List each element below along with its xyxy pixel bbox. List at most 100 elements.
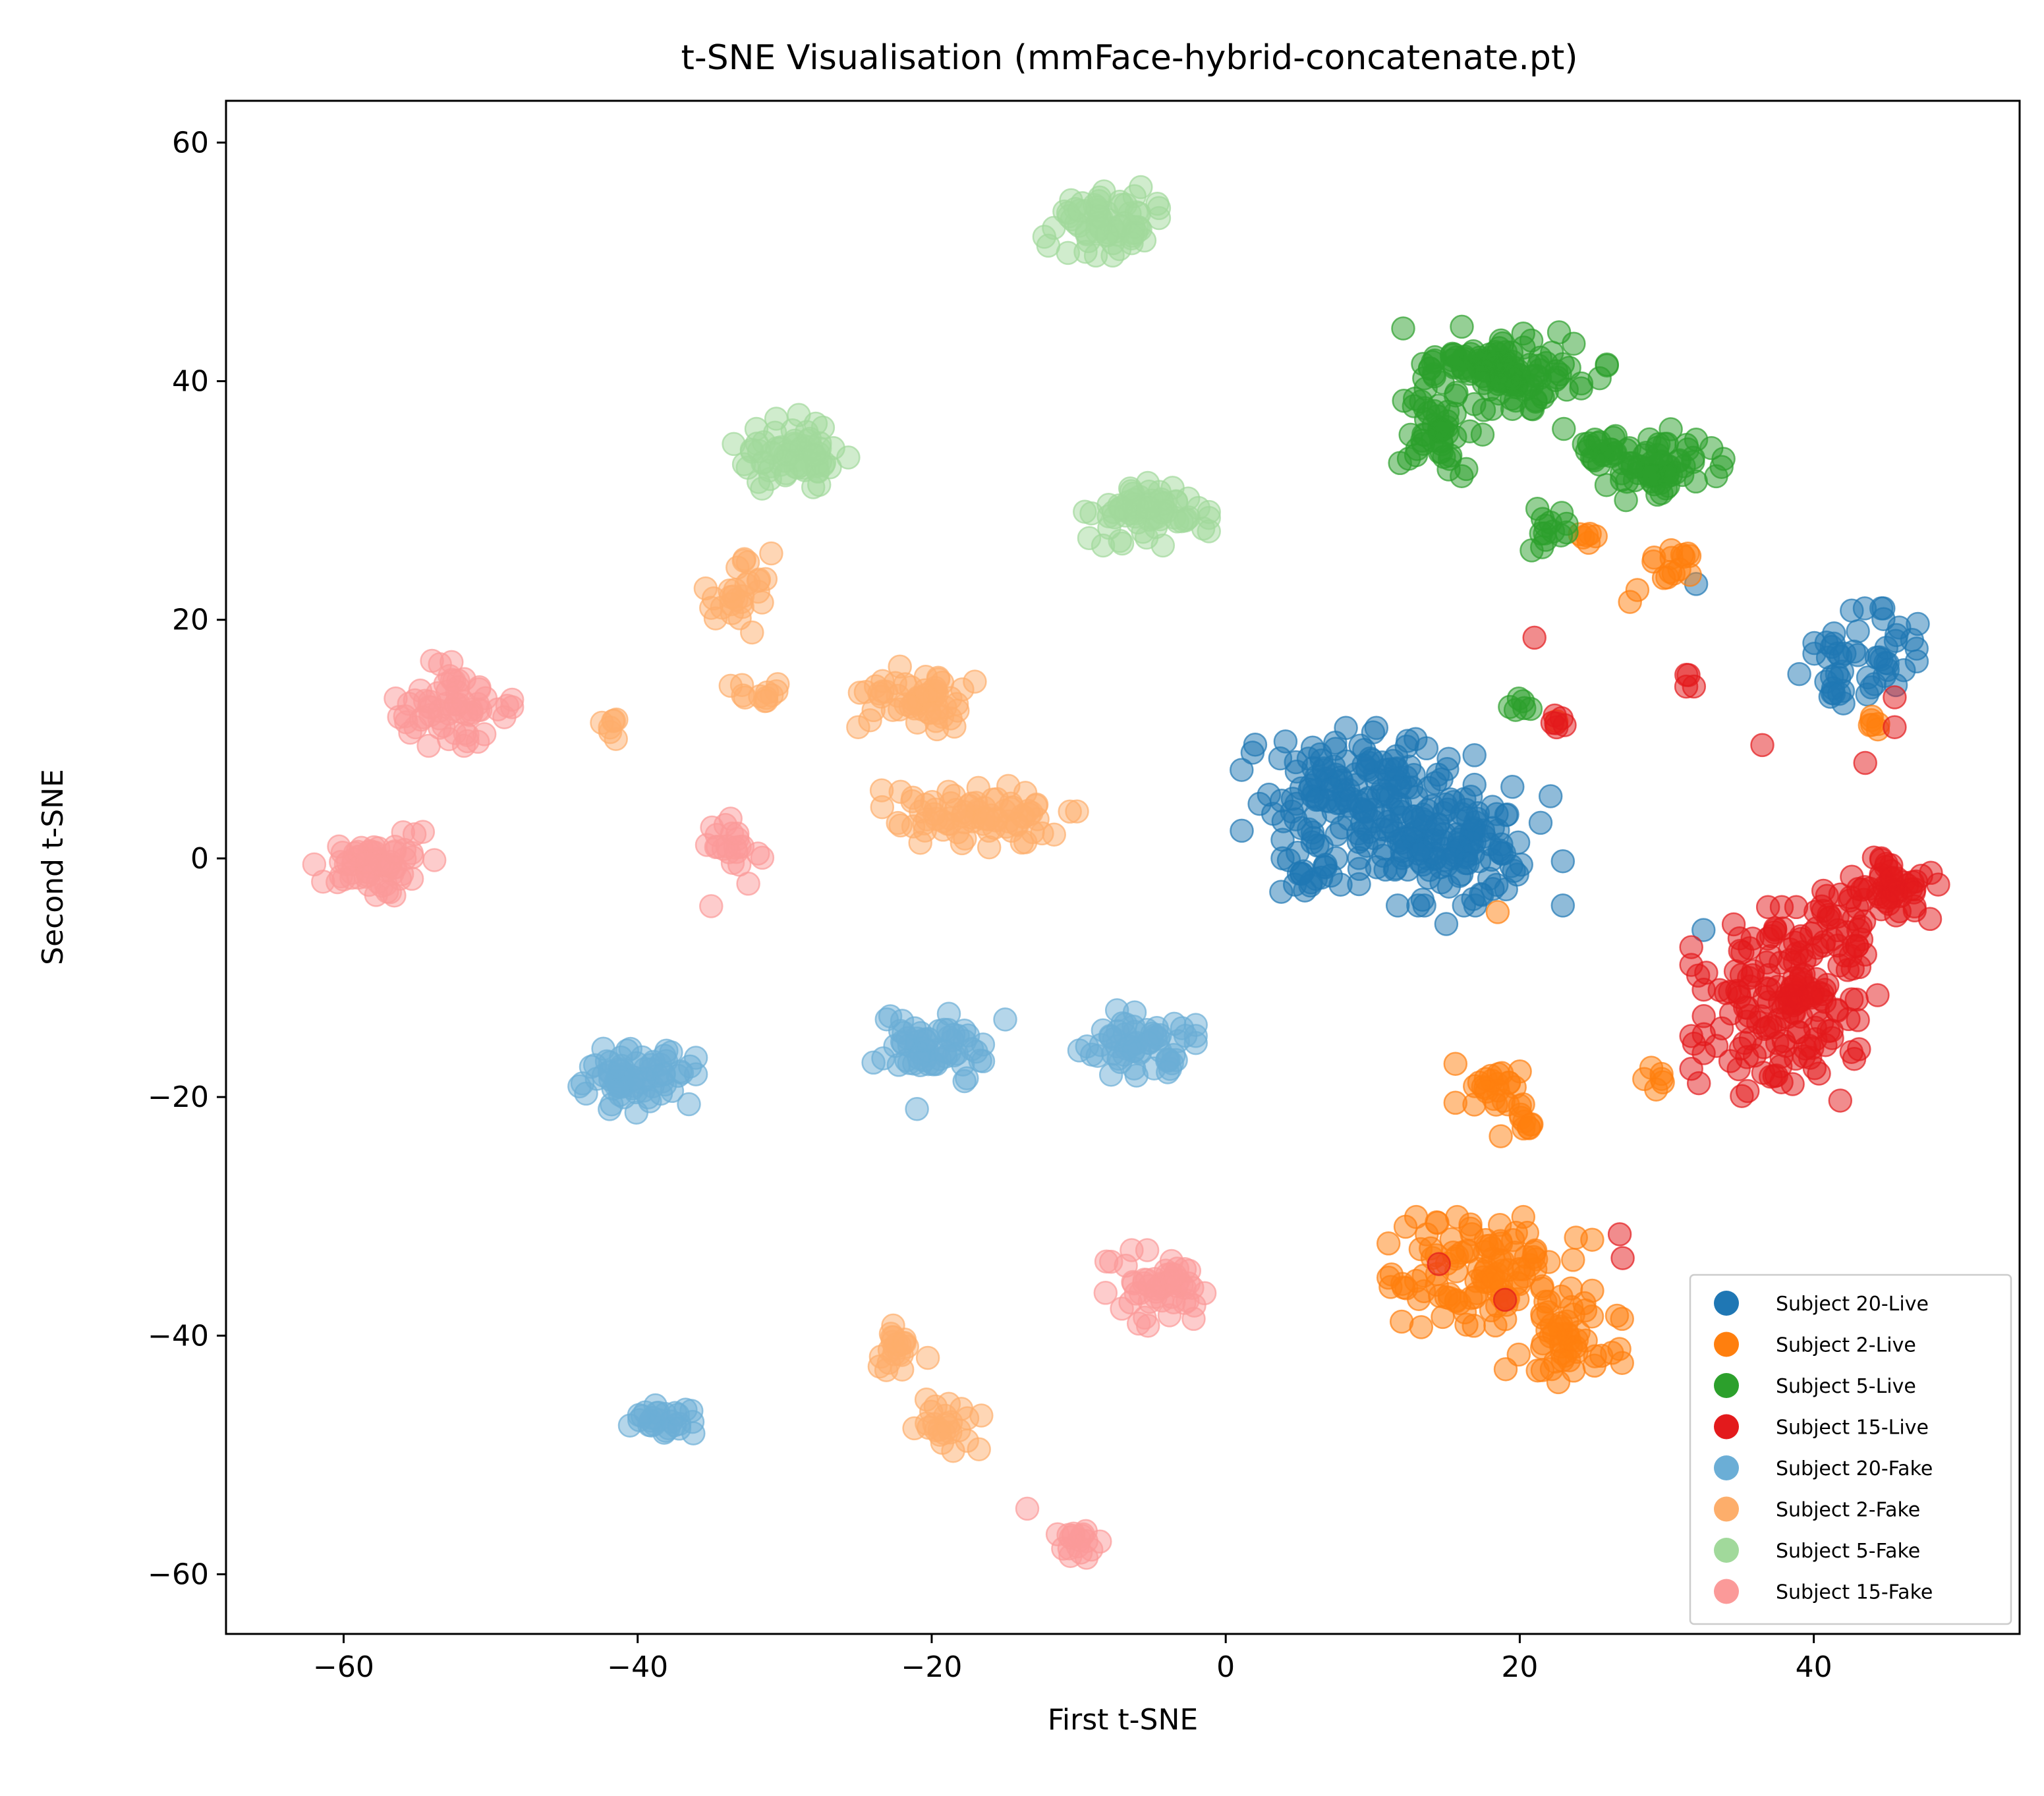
data-point (638, 1089, 662, 1113)
y-axis-ticks: −60 −40 −20 0 20 40 60 (148, 126, 226, 1591)
data-point (1625, 578, 1650, 602)
legend-marker (1714, 1496, 1739, 1522)
data-point (1752, 985, 1777, 1009)
x-tick-label: −20 (901, 1650, 963, 1684)
chart-title: t-SNE Visualisation (mmFace-hybrid-conca… (681, 38, 1577, 78)
data-point (1490, 1249, 1515, 1274)
data-point (1079, 501, 1104, 526)
data-point (1015, 1496, 1040, 1521)
data-point (1427, 1252, 1451, 1276)
y-tick-label: 20 (172, 603, 209, 637)
data-point (1391, 316, 1415, 341)
x-axis-ticks: −60 −40 −20 0 20 40 (313, 1634, 1832, 1684)
data-point (1354, 787, 1378, 812)
data-point (467, 677, 492, 702)
data-point (1462, 772, 1487, 797)
legend-label: Subject 2-Live (1776, 1334, 1916, 1357)
y-tick-label: 0 (190, 842, 209, 876)
data-point (731, 452, 756, 476)
data-point (930, 670, 955, 695)
y-tick-label: −20 (148, 1080, 209, 1114)
legend-box (1689, 1274, 2012, 1625)
data-point (1610, 1246, 1635, 1270)
data-point (1707, 978, 1732, 1002)
data-point (1450, 314, 1474, 339)
data-point (1552, 416, 1576, 441)
data-point (1678, 563, 1702, 587)
data-point (1500, 1227, 1525, 1252)
data-point (1550, 893, 1576, 918)
x-tick-label: 40 (1796, 1650, 1832, 1684)
data-point (1456, 806, 1481, 830)
data-point (1503, 698, 1528, 722)
data-point (422, 848, 447, 872)
data-point (1386, 775, 1411, 800)
data-point (1793, 1036, 1817, 1061)
data-point (1711, 447, 1736, 471)
data-point (1550, 849, 1576, 874)
data-point (1452, 893, 1477, 918)
data-point (1406, 893, 1431, 918)
data-point (1230, 818, 1254, 843)
data-point (722, 432, 746, 457)
data-point (1415, 799, 1440, 823)
data-point (1393, 1214, 1418, 1239)
data-point (1822, 621, 1846, 646)
data-point (1440, 846, 1464, 871)
data-point (667, 1417, 692, 1441)
data-point (1859, 675, 1884, 700)
legend-label: Subject 20-Fake (1776, 1457, 1933, 1480)
data-point (719, 592, 743, 617)
data-point (465, 729, 490, 754)
data-point (1440, 348, 1465, 373)
data-point (602, 708, 627, 733)
data-point (746, 841, 770, 866)
data-point (1620, 451, 1645, 476)
data-point (677, 1054, 702, 1079)
y-tick-label: 40 (172, 365, 209, 399)
y-tick-label: −60 (148, 1557, 209, 1591)
data-point (905, 1096, 929, 1121)
data-point (1067, 198, 1092, 223)
data-point (435, 679, 460, 704)
series-subject-20-fake (567, 998, 1208, 1445)
data-point (1114, 1253, 1138, 1278)
data-point (1528, 810, 1553, 835)
legend: Subject 20-Live Subject 2-Live Subject 5-L… (1689, 1274, 2012, 1625)
data-point (1827, 953, 1852, 978)
data-point (1443, 383, 1468, 408)
data-point (1825, 999, 1850, 1023)
data-point (894, 692, 918, 717)
data-point (1520, 397, 1545, 422)
data-point (1162, 1290, 1186, 1314)
data-point (733, 685, 757, 710)
series-subject-15-fake (302, 648, 1217, 1570)
x-tick-label: −40 (607, 1650, 668, 1684)
data-point (1750, 733, 1774, 758)
data-point (1607, 1222, 1632, 1247)
data-point (1176, 486, 1201, 511)
data-point (1873, 889, 1898, 914)
data-point (1600, 1341, 1624, 1365)
data-point (1354, 833, 1379, 858)
data-point (1494, 877, 1518, 902)
data-point (963, 669, 987, 694)
data-point (1162, 1262, 1187, 1287)
data-point (976, 807, 1000, 831)
legend-marker (1714, 1332, 1739, 1357)
series-subject-2-fake (590, 541, 1089, 1463)
data-point (1538, 784, 1563, 808)
data-point (1240, 741, 1265, 765)
data-point (1462, 1092, 1487, 1117)
data-point (1091, 533, 1116, 558)
series-subject-15-live (1427, 625, 1950, 1312)
data-point (1058, 799, 1082, 824)
data-point (1108, 1050, 1133, 1075)
data-point (1813, 1032, 1838, 1057)
data-point (1883, 685, 1907, 710)
data-point (1458, 1216, 1483, 1241)
data-point (1312, 756, 1336, 781)
series-subject-20-live (1230, 572, 1930, 942)
data-point (1036, 233, 1061, 258)
data-point (1569, 376, 1593, 401)
